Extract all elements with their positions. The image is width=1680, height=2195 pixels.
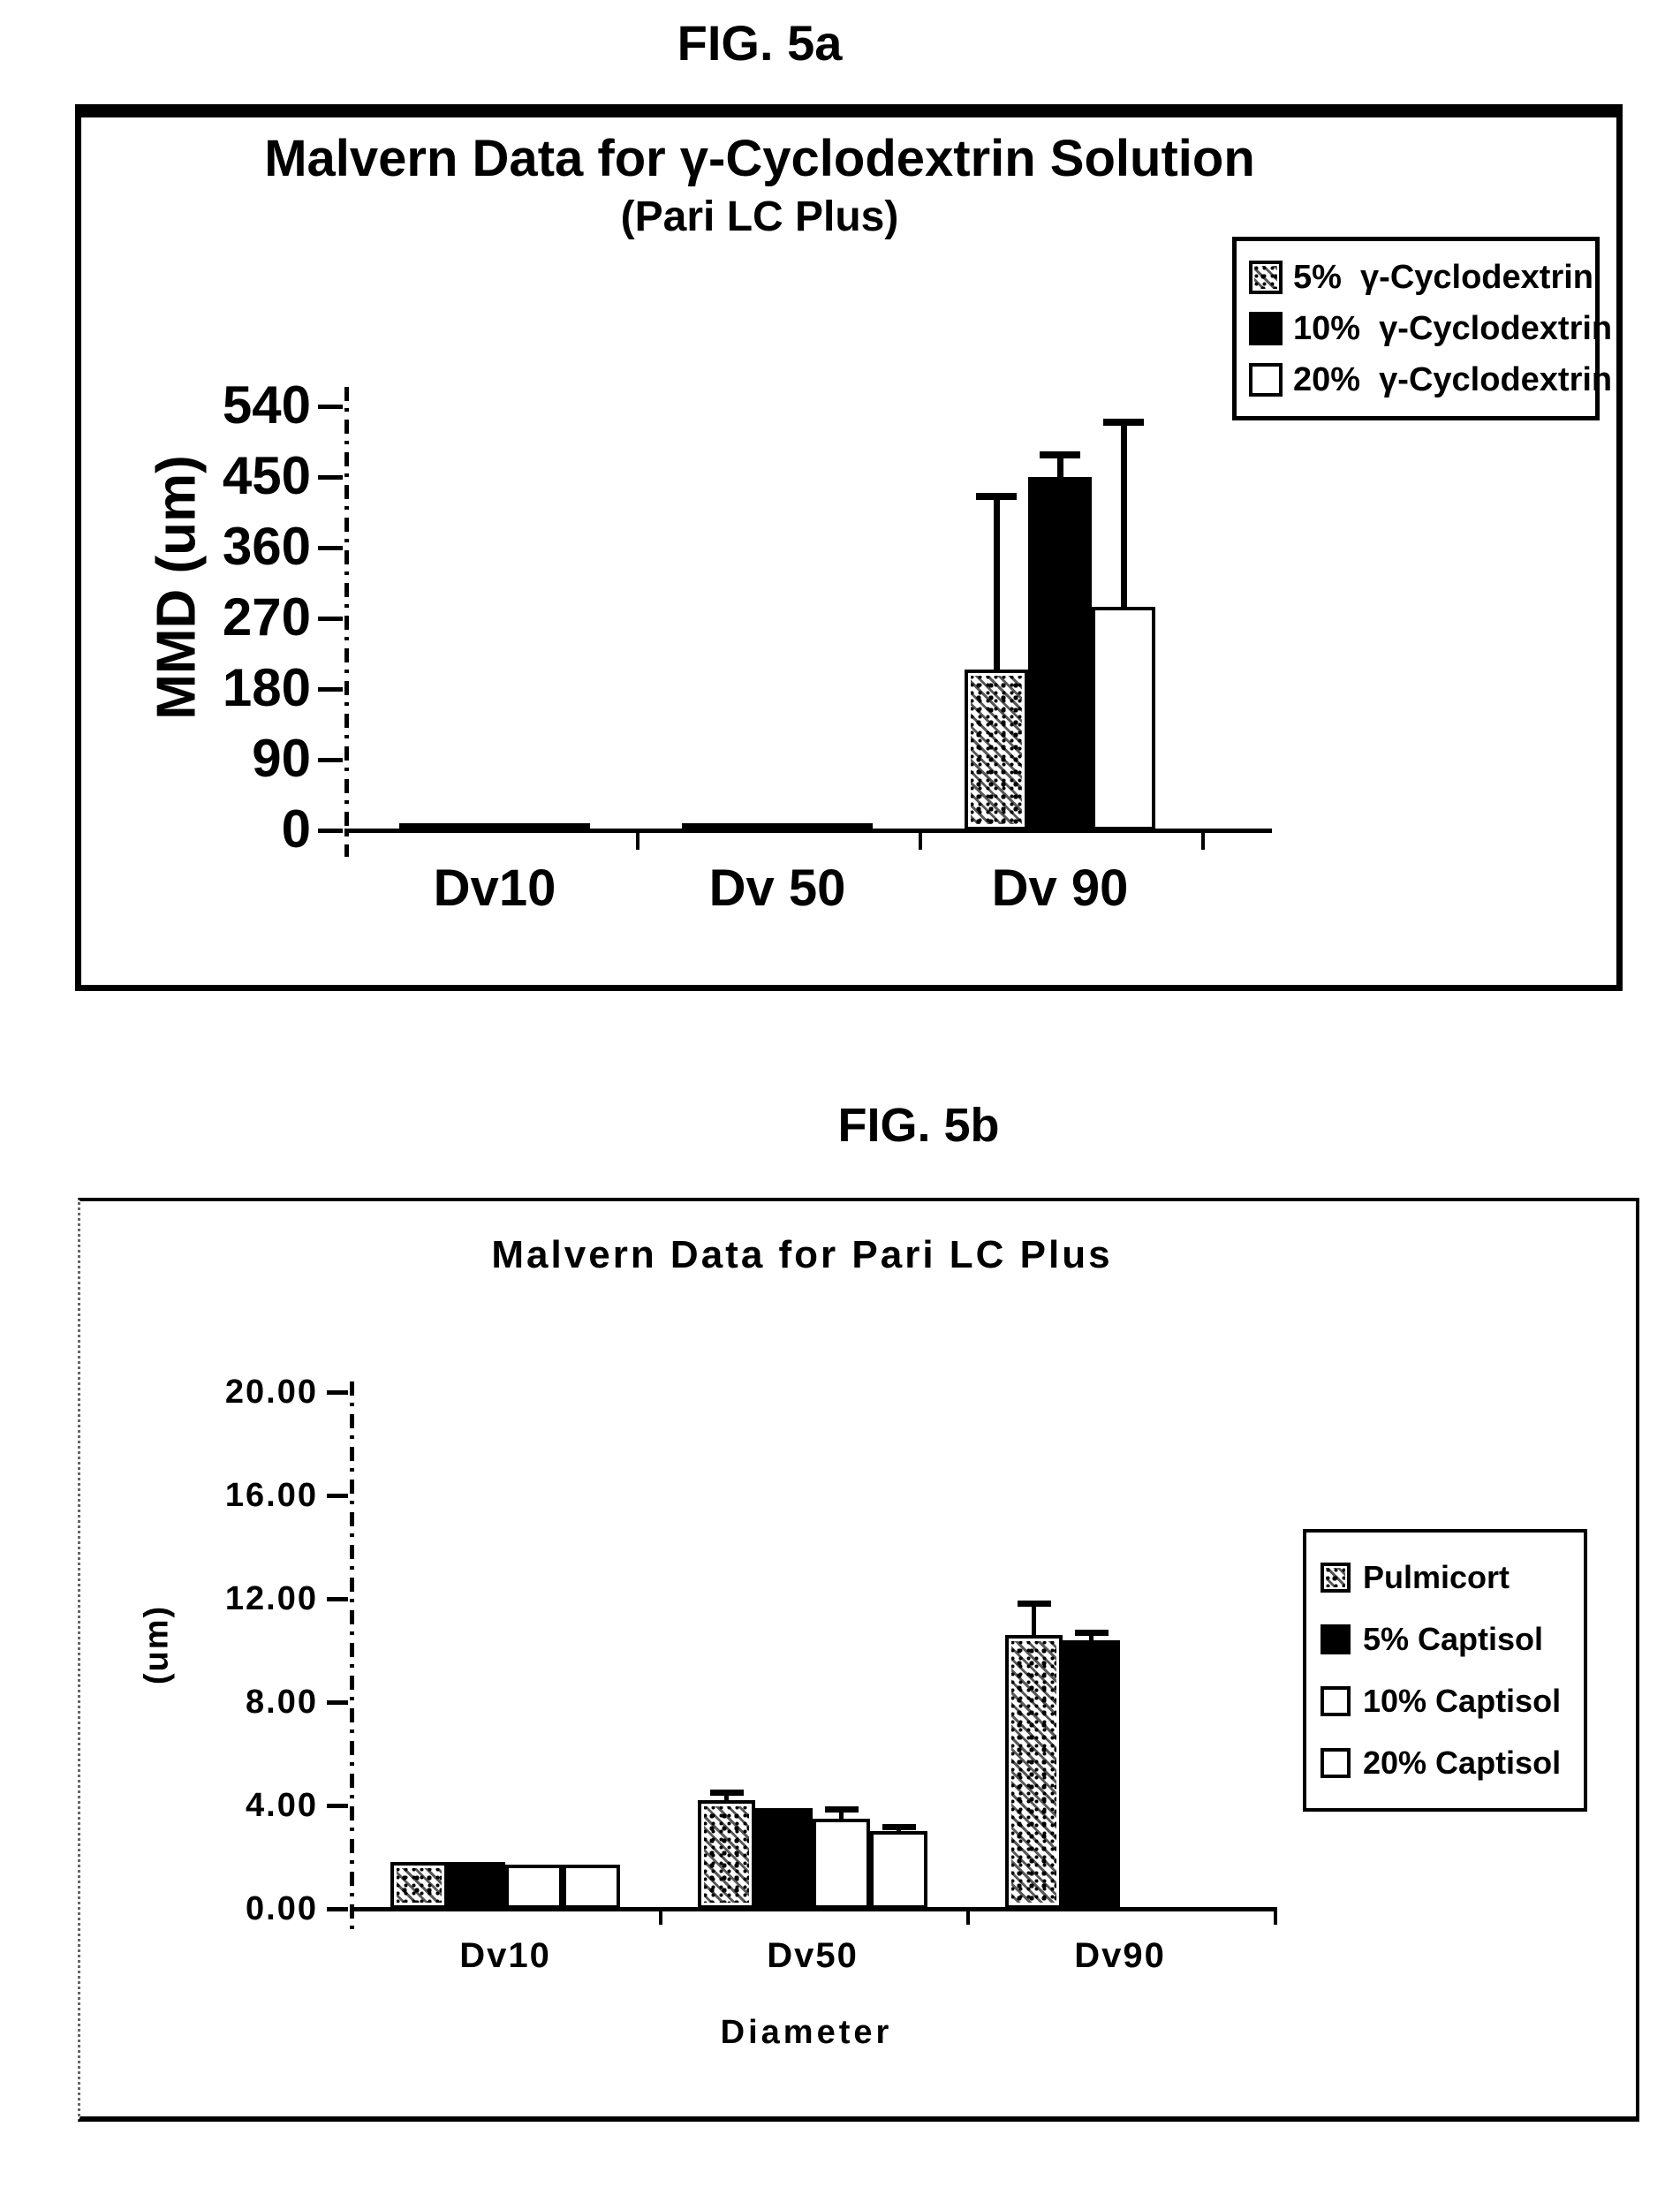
figure-5a-legend: 5% γ-Cyclodextrin 10% γ-Cyclodextrin 20% γ… (1232, 237, 1612, 420)
figure-5a-frame (75, 104, 1623, 991)
legend-swatch-white-icon (1321, 1748, 1351, 1778)
figure-5a-label: FIG. 5a (677, 15, 843, 71)
legend-item: Pulmicort (1321, 1547, 1570, 1608)
figure-5b-label: FIG. 5b (837, 1099, 1000, 1152)
legend-label: Pulmicort (1363, 1559, 1510, 1595)
legend-item: 20% Captisol (1321, 1732, 1570, 1794)
legend-label: 10% Captisol (1363, 1683, 1562, 1719)
legend-label: 10% γ-Cyclodextrin (1293, 309, 1613, 347)
legend-swatch-white-icon (1321, 1686, 1351, 1716)
legend-swatch-speckled-icon (1249, 261, 1283, 294)
figure-5a-chart-subtitle: (Pari LC Plus) (620, 193, 899, 240)
legend-label: 5% γ-Cyclodextrin (1293, 258, 1593, 296)
figure-5b-legend: Pulmicort 5% Captisol 10% Captisol 20% Capt… (1303, 1529, 1587, 1812)
legend-item: 5% Captisol (1321, 1608, 1570, 1670)
legend-swatch-solid-black-icon (1321, 1624, 1351, 1654)
legend-label: 20% γ-Cyclodextrin (1293, 360, 1613, 398)
figure-5a-y-axis-label: MMD (um) (146, 455, 208, 720)
legend-item: 5% γ-Cyclodextrin (1249, 252, 1593, 303)
legend-swatch-speckled-icon (1321, 1563, 1351, 1593)
legend-item: 10% Captisol (1321, 1670, 1570, 1732)
legend-item: 10% γ-Cyclodextrin (1249, 303, 1612, 354)
legend-label: 20% Captisol (1363, 1745, 1562, 1781)
figure-5b-x-axis-label: Diameter (720, 2014, 893, 2051)
figure-5a-chart-title: Malvern Data for γ-Cyclodextrin Solution (264, 130, 1255, 187)
figure-5b-y-axis-label: (um) (138, 1604, 176, 1685)
legend-swatch-white-icon (1249, 363, 1283, 397)
legend-label: 5% Captisol (1363, 1621, 1544, 1657)
legend-swatch-solid-black-icon (1249, 312, 1283, 345)
figure-5b-frame (78, 1198, 1639, 2122)
legend-item: 20% γ-Cyclodextrin (1249, 354, 1612, 405)
figure-5b-chart-title: Malvern Data for Pari LC Plus (491, 1233, 1113, 1276)
